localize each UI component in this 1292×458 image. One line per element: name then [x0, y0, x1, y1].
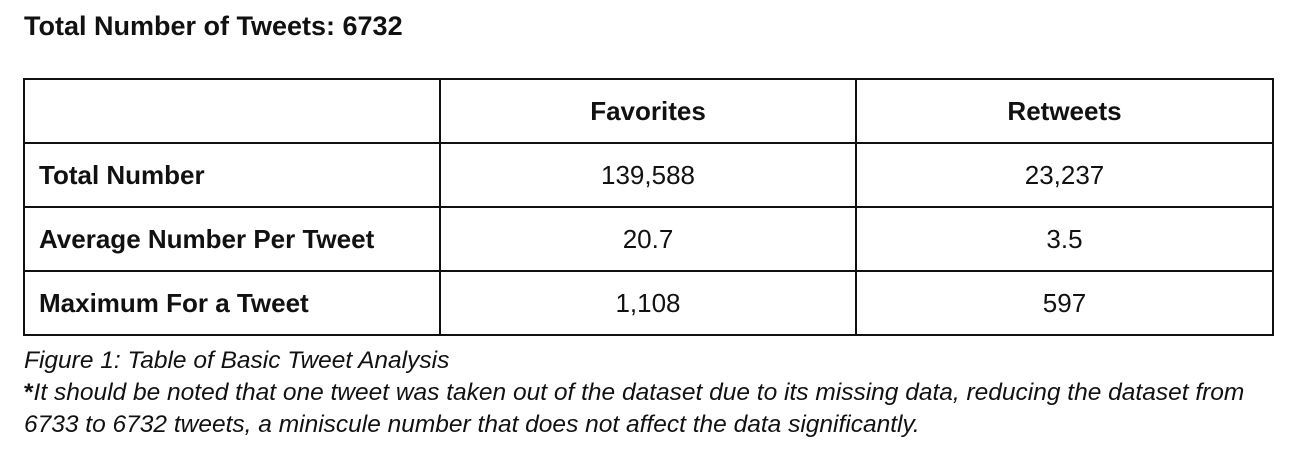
tweet-analysis-table: Favorites Retweets Total Number 139,588 … [23, 78, 1274, 336]
table-header-row: Favorites Retweets [23, 78, 1274, 144]
table-row: Maximum For a Tweet 1,108 597 [23, 270, 1274, 336]
cell-maximum-favorites: 1,108 [439, 270, 857, 336]
cell-total-favorites: 139,588 [439, 142, 857, 208]
cell-average-retweets: 3.5 [855, 206, 1274, 272]
figure-caption: Figure 1: Table of Basic Tweet Analysis [24, 347, 450, 374]
header-retweets: Retweets [855, 78, 1274, 144]
row-label-average-per-tweet: Average Number Per Tweet [23, 206, 441, 272]
table-row: Total Number 139,588 23,237 [23, 142, 1274, 208]
table-row: Average Number Per Tweet 20.7 3.5 [23, 206, 1274, 272]
cell-total-retweets: 23,237 [855, 142, 1274, 208]
cell-average-favorites: 20.7 [439, 206, 857, 272]
row-label-total-number: Total Number [23, 142, 441, 208]
footnote: *It should be noted that one tweet was t… [24, 377, 1274, 441]
cell-maximum-retweets: 597 [855, 270, 1274, 336]
footnote-text: It should be noted that one tweet was ta… [24, 379, 1245, 438]
header-empty-cell [23, 78, 441, 144]
header-favorites: Favorites [439, 78, 857, 144]
row-label-maximum-for-tweet: Maximum For a Tweet [23, 270, 441, 336]
page-heading: Total Number of Tweets: 6732 [24, 11, 403, 41]
footnote-asterisk: * [24, 379, 34, 406]
